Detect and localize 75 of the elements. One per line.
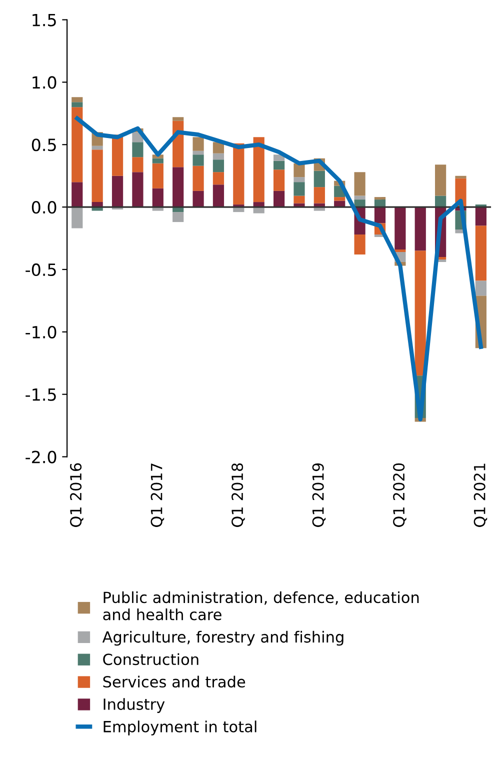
bar: [233, 143, 244, 205]
bar: [394, 207, 406, 250]
bar: [394, 249, 406, 252]
bar: [212, 160, 224, 172]
bar: [132, 172, 144, 208]
bar: [294, 163, 305, 178]
legend-label: Services and trade: [103, 676, 246, 688]
bar: [294, 177, 305, 182]
bar: [192, 166, 204, 191]
bar: [435, 164, 446, 196]
bar: [152, 158, 164, 164]
bar: [475, 280, 486, 296]
bar: [112, 176, 124, 208]
x-tick-label: Q1 2019: [312, 463, 326, 527]
bar: [192, 137, 204, 151]
y-tick-label: -1.5: [26, 388, 56, 401]
y-tick-label: -2.0: [26, 450, 56, 464]
bar: [132, 157, 144, 172]
x-tick-label: Q1 2018: [232, 463, 245, 527]
line-series: [75, 116, 484, 422]
bar: [212, 153, 224, 160]
bar: [354, 196, 366, 200]
bar: [374, 197, 386, 200]
bar: [72, 97, 83, 102]
bar: [273, 170, 285, 191]
bar: [475, 226, 486, 281]
bar: [414, 250, 426, 376]
bar: [314, 170, 325, 188]
bar: [273, 160, 285, 170]
bar: [152, 163, 164, 188]
bar: [192, 154, 204, 166]
x-tick-label: Q1 2017: [150, 464, 164, 527]
y-tick-label: -1.0: [26, 326, 56, 338]
y-tick-label: 0.0: [32, 201, 56, 214]
legend-label: Public administration, defence, education and health care: [103, 591, 419, 620]
bar: [72, 207, 83, 228]
bar: [212, 184, 224, 208]
bar: [414, 207, 426, 251]
bar: [172, 212, 184, 222]
bar: [192, 190, 204, 208]
bar: [152, 188, 164, 208]
bar: [374, 207, 386, 224]
bar: [112, 134, 124, 176]
x-tick-label: Q1 2020: [393, 463, 406, 527]
legend-label: Industry: [104, 698, 165, 713]
bar: [212, 172, 224, 185]
bar: [354, 234, 366, 254]
bar: [92, 150, 103, 202]
bar: [294, 196, 305, 204]
y-tick-label: 1.0: [32, 76, 56, 89]
bar: [455, 176, 466, 178]
bar: [273, 190, 285, 208]
bar: [294, 182, 305, 196]
bar: [92, 146, 103, 150]
bar: [172, 167, 184, 208]
legend-label: Construction: [103, 653, 198, 666]
bar: [172, 117, 184, 121]
legend-label: Agriculture, forestry and fishing: [102, 630, 344, 646]
bar: [72, 107, 83, 182]
bar: [314, 187, 325, 204]
legend-label: Employment in total: [104, 720, 256, 736]
y-tick-label: 0.5: [32, 138, 56, 152]
y-tick-label: -0.5: [26, 263, 56, 276]
x-tick-label: Q1 2021: [474, 464, 488, 527]
bar: [354, 172, 366, 196]
y-tick-label: 1.5: [32, 14, 56, 26]
x-tick-label: Q1 2016: [70, 463, 84, 527]
bar: [72, 182, 83, 208]
bar: [132, 142, 144, 158]
bar: [475, 207, 486, 226]
bar: [72, 102, 83, 108]
bar: [212, 142, 224, 154]
bar: [253, 137, 264, 202]
bar: [334, 197, 346, 201]
bar: [192, 150, 204, 155]
